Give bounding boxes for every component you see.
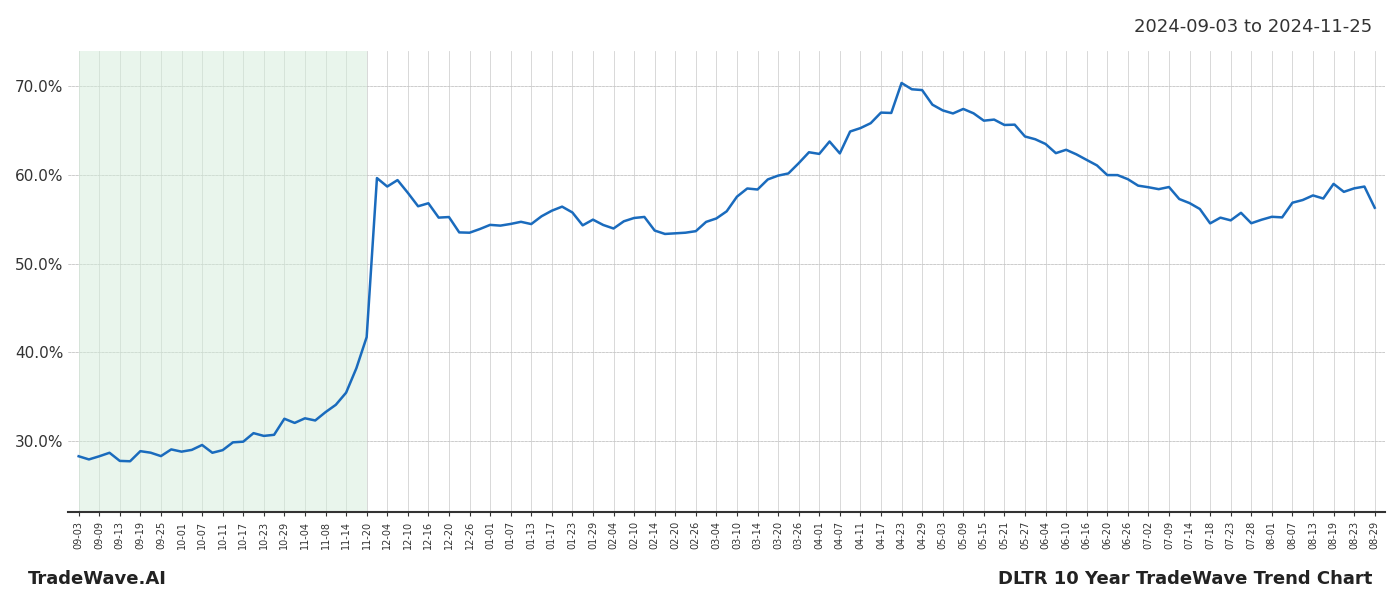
Text: 2024-09-03 to 2024-11-25: 2024-09-03 to 2024-11-25 <box>1134 18 1372 36</box>
Text: DLTR 10 Year TradeWave Trend Chart: DLTR 10 Year TradeWave Trend Chart <box>998 570 1372 588</box>
Text: TradeWave.AI: TradeWave.AI <box>28 570 167 588</box>
Bar <box>78 51 367 512</box>
